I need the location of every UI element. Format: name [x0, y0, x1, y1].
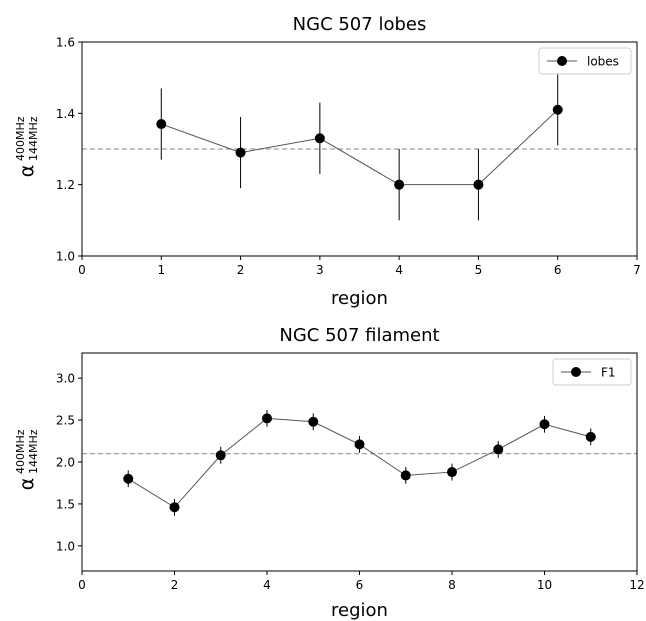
y-axis-label: α 400MHz 144MHz: [14, 429, 40, 490]
y-tick-label: 2.5: [56, 414, 75, 428]
data-point: [156, 119, 167, 130]
y-axis-label-subscript: 144MHz: [27, 429, 40, 474]
data-point: [314, 133, 325, 144]
series-line: [127, 417, 591, 508]
data-point: [308, 416, 319, 427]
legend-box: [538, 47, 632, 75]
y-axis-label: α 400MHz 144MHz: [14, 116, 40, 177]
x-tick-label: 3: [316, 263, 324, 277]
data-point: [262, 413, 272, 424]
legend-label: lobes: [587, 55, 619, 69]
x-tick-label: 2: [171, 578, 179, 592]
y-tick-label: 1.0: [56, 250, 75, 264]
y-tick-label: 1.4: [56, 107, 75, 121]
x-tick-label: 1: [157, 263, 165, 277]
x-axis-label: region: [331, 600, 388, 621]
x-axis-label: region: [331, 288, 388, 309]
y-axis-label-superscript: 400MHz: [14, 116, 27, 161]
x-tick-label: 6: [554, 263, 562, 277]
data-point: [552, 104, 563, 115]
chart-title: NGC 507 lobes: [293, 14, 427, 35]
y-tick-label: 1.5: [56, 497, 75, 511]
x-tick-label: 5: [475, 263, 483, 277]
y-axis-label-symbol: α: [16, 478, 38, 491]
chart-title: NGC 507 filament: [279, 325, 439, 346]
y-tick-label: 2.0: [56, 456, 75, 470]
x-tick-label: 0: [78, 578, 86, 592]
x-tick-label: 4: [263, 578, 271, 592]
legend-label: F1: [601, 366, 616, 380]
data-point: [123, 473, 134, 484]
y-axis-label-subscript: 144MHz: [27, 116, 40, 161]
data-point: [400, 470, 411, 481]
x-tick-label: 4: [395, 263, 403, 277]
axes-frame: [81, 352, 638, 572]
x-tick-label: 8: [448, 578, 456, 592]
y-tick-label: 1.6: [56, 36, 75, 50]
legend-marker: [557, 56, 567, 66]
legend-box: [552, 358, 632, 386]
x-tick-label: 6: [356, 578, 364, 592]
chart-panel-2: NGC 507 filament F1 0 2 4 6 8 10 12 1.0 1.5 2.0 2.5 3…: [14, 325, 645, 621]
x-tick-label: 0: [78, 263, 86, 277]
axes-frame: [81, 41, 638, 257]
data-point: [585, 431, 596, 442]
data-point: [169, 502, 180, 513]
data-point: [539, 419, 550, 430]
series-line: [161, 109, 559, 186]
data-point: [354, 439, 365, 450]
x-tick-label: 12: [629, 578, 644, 592]
x-tick-label: 7: [633, 263, 641, 277]
data-point: [447, 467, 457, 478]
y-tick-label: 1.2: [56, 178, 75, 192]
y-axis-label-symbol: α: [16, 165, 38, 178]
data-point: [394, 179, 405, 190]
chart-panel-1: NGC 507 lobes lobes 0 1 2 3 4 5 6 7 1.0 1.2 1.4 1.6 re…: [14, 14, 641, 309]
data-point: [215, 450, 226, 461]
data-point: [235, 147, 246, 158]
data-point: [493, 444, 504, 455]
y-axis-label-superscript: 400MHz: [14, 429, 27, 474]
data-point: [473, 179, 484, 190]
x-tick-label: 10: [537, 578, 552, 592]
y-tick-label: 3.0: [56, 372, 75, 386]
x-tick-label: 2: [237, 263, 245, 277]
y-tick-label: 1.0: [56, 539, 75, 553]
legend-marker: [571, 367, 581, 377]
